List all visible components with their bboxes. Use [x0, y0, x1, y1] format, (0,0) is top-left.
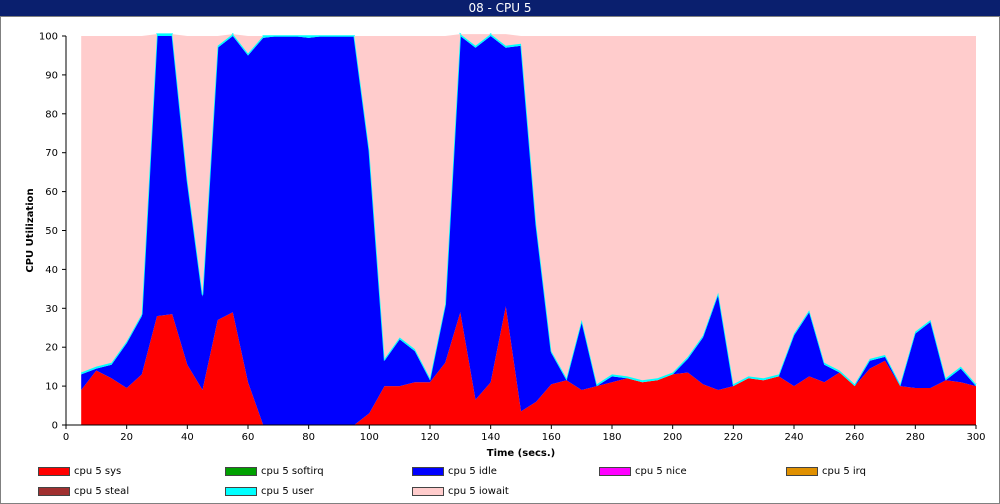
x-tick-label: 200	[663, 432, 682, 443]
legend-swatch	[786, 466, 818, 476]
legend-label: cpu 5 idle	[448, 466, 497, 477]
y-tick-label: 90	[45, 70, 58, 81]
legend-item: cpu 5 softirq	[225, 465, 324, 479]
x-tick-label: 40	[181, 432, 194, 443]
series-line-user	[80, 32, 977, 387]
y-tick-label: 80	[45, 109, 58, 120]
x-tick-label: 280	[906, 432, 925, 443]
legend-item: cpu 5 user	[225, 485, 314, 499]
legend-label: cpu 5 steal	[74, 486, 130, 497]
y-tick-label: 70	[45, 148, 58, 159]
x-tick-label: 260	[845, 432, 864, 443]
y-axis-label: CPU Utilization	[25, 188, 36, 272]
y-tick-label: 10	[45, 382, 58, 393]
series-area-0	[81, 306, 976, 425]
legend-label: cpu 5 user	[261, 486, 314, 497]
window-title-bar: 08 - CPU 5	[0, 0, 1000, 16]
x-tick-label: 120	[420, 432, 439, 443]
legend-item: cpu 5 steal	[38, 485, 129, 499]
y-tick-label: 20	[45, 343, 58, 354]
legend-swatch	[225, 466, 257, 476]
x-tick-label: 100	[360, 432, 379, 443]
x-tick-label: 60	[242, 432, 255, 443]
series-area-2	[81, 36, 976, 425]
legend-item: cpu 5 iowait	[412, 485, 509, 499]
legend-swatch	[412, 466, 444, 476]
legend-swatch	[38, 466, 70, 476]
x-tick-label: 220	[724, 432, 743, 443]
legend-item: cpu 5 idle	[412, 465, 497, 479]
x-tick-label: 240	[784, 432, 803, 443]
legend-swatch	[599, 466, 631, 476]
legend-label: cpu 5 sys	[74, 466, 122, 477]
series-area-7	[81, 34, 976, 385]
x-tick-label: 160	[542, 432, 561, 443]
legend-swatch	[412, 486, 444, 496]
legend-swatch	[38, 486, 70, 496]
y-tick-label: 50	[45, 226, 58, 237]
legend-label: cpu 5 iowait	[448, 486, 509, 497]
x-tick-label: 300	[966, 432, 985, 443]
chart-panel: 0 10 20 30 40 50 60 70 80 90 100 0 20 40 60 80 100 120 140…	[0, 16, 1000, 504]
legend-label: cpu 5 nice	[635, 466, 687, 477]
x-tick-label: 80	[302, 432, 315, 443]
x-tick-label: 0	[63, 432, 69, 443]
x-tick-label: 180	[602, 432, 621, 443]
window-title: 08 - CPU 5	[468, 1, 532, 15]
y-tick-label: 30	[45, 304, 58, 315]
y-tick-label: 0	[52, 421, 58, 432]
y-tick-label: 60	[45, 187, 58, 198]
legend-swatch	[225, 486, 257, 496]
x-tick-label: 20	[120, 432, 133, 443]
y-tick-label: 40	[45, 265, 58, 276]
x-tick-label: 140	[481, 432, 500, 443]
legend-item: cpu 5 sys	[38, 465, 121, 479]
legend-item: cpu 5 irq	[786, 465, 866, 479]
y-tick-label: 100	[39, 32, 58, 43]
legend-label: cpu 5 softirq	[261, 466, 324, 477]
x-axis-label: Time (secs.)	[487, 448, 556, 459]
legend-item: cpu 5 nice	[599, 465, 687, 479]
cpu-utilization-chart: 0 10 20 30 40 50 60 70 80 90 100 0 20 40 60 80 100 120 140…	[25, 32, 986, 460]
legend-label: cpu 5 irq	[822, 466, 866, 477]
